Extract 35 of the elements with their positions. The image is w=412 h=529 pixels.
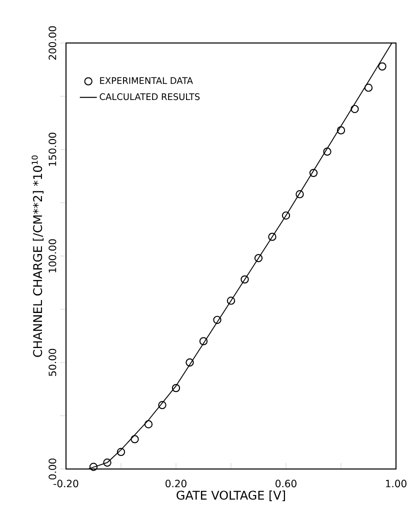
legend-label: CALCULATED RESULTS: [100, 93, 200, 100]
point: [103, 458, 112, 467]
legend-label: EXPERIMENTAL DATA: [100, 77, 193, 84]
point: [144, 420, 153, 428]
point: [350, 104, 359, 114]
y-tick-label: 150.00: [48, 132, 56, 166]
point: [378, 62, 386, 71]
y-tick-label: 50.00: [48, 348, 56, 376]
point: [282, 211, 290, 220]
point: [116, 448, 126, 456]
point: [213, 316, 222, 324]
point: [364, 84, 373, 92]
point: [199, 337, 208, 346]
point: [268, 232, 276, 241]
point: [254, 254, 263, 262]
y-tick-label: 100.00: [48, 239, 56, 272]
x-tick-label: 0.20: [166, 480, 186, 488]
point: [296, 190, 304, 198]
point: [226, 296, 236, 305]
point: [323, 148, 332, 156]
y-tick-label: 200.00: [48, 26, 56, 60]
point: [336, 126, 346, 134]
y-axis-title: CHANNEL CHARGE [/CM**2] *10$^{10}$: [32, 155, 44, 357]
x-tick-label: -0.20: [54, 480, 78, 488]
point: [186, 358, 194, 367]
x-axis-title: GATE VOLTAGE [V]: [176, 490, 285, 502]
point: [240, 275, 249, 284]
point: [158, 401, 166, 410]
y-tick-label: 0.00: [48, 458, 56, 480]
point: [309, 168, 318, 178]
point: [172, 384, 180, 392]
point: [89, 462, 98, 471]
x-tick-label: 0.60: [276, 480, 296, 488]
point: [130, 435, 139, 444]
x-tick-label: 1.00: [386, 480, 406, 488]
